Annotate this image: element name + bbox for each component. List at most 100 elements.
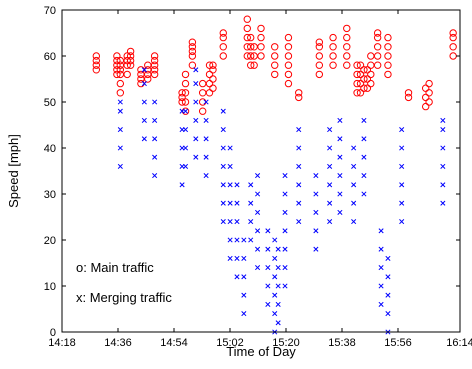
merging-traffic-point <box>193 136 199 142</box>
main-traffic-point <box>356 70 365 79</box>
main-traffic-point <box>188 47 197 56</box>
merging-traffic-point <box>385 274 391 280</box>
merging-traffic-point <box>248 237 254 243</box>
main-traffic-point <box>247 33 255 42</box>
merging-traffic-point <box>265 283 271 289</box>
merging-traffic-point <box>399 200 405 206</box>
main-traffic-point <box>363 84 372 92</box>
merging-traffic-point <box>248 182 254 188</box>
main-traffic-point <box>209 84 217 92</box>
main-traffic-point <box>271 61 279 69</box>
merging-traffic-point <box>385 255 391 261</box>
merging-traffic-point <box>327 163 333 169</box>
x-tick-label: 16:14 <box>446 337 472 349</box>
main-traffic-point <box>126 47 135 56</box>
merging-traffic-point <box>152 99 158 105</box>
main-traffic-point <box>116 89 125 97</box>
main-traffic-point <box>353 70 361 79</box>
merging-traffic-point <box>182 163 189 169</box>
main-traffic-point <box>384 33 392 42</box>
merging-traffic-point <box>440 117 446 123</box>
merging-traffic-point <box>117 108 123 114</box>
main-traffic-point <box>425 89 433 97</box>
y-axis-label: Speed [mph] <box>6 134 21 208</box>
y-tick-label: 70 <box>44 5 56 17</box>
main-traffic-point <box>188 61 197 69</box>
merging-traffic-point <box>378 228 384 234</box>
merging-traffic-point <box>378 283 384 289</box>
main-traffic-point <box>315 61 324 69</box>
merging-traffic-point <box>313 246 319 252</box>
merging-traffic-point <box>361 154 367 160</box>
main-traffic-point <box>425 79 433 88</box>
merging-traffic-point <box>361 117 367 123</box>
merging-traffic-point <box>241 274 247 280</box>
main-traffic-point <box>373 43 382 51</box>
main-traffic-point <box>284 33 293 42</box>
merging-traffic-point <box>220 200 226 206</box>
merging-traffic-point <box>327 182 333 188</box>
main-traffic-point <box>449 29 457 37</box>
main-traffic-point <box>257 43 265 51</box>
merging-traffic-point <box>337 173 343 179</box>
merging-traffic-point <box>255 228 261 234</box>
merging-traffic-point <box>265 301 271 307</box>
merging-traffic-point <box>385 311 391 317</box>
x-tick-label: 15:02 <box>216 337 244 349</box>
main-traffic-point <box>329 33 337 42</box>
merging-traffic-point <box>141 117 147 123</box>
main-traffic-point <box>353 79 361 88</box>
main-traffic-point <box>257 24 265 33</box>
main-traffic-point <box>243 24 251 33</box>
main-traffic-point <box>123 70 131 79</box>
merging-traffic-point <box>327 200 333 206</box>
merging-traffic-point <box>337 154 343 160</box>
data-points <box>92 15 457 335</box>
main-traffic-point <box>243 15 251 23</box>
main-traffic-point <box>356 89 365 97</box>
main-traffic-point <box>219 52 227 60</box>
merging-traffic-point <box>234 182 240 188</box>
main-traffic-point <box>205 70 214 79</box>
main-traffic-point <box>123 61 131 69</box>
y-tick-label: 40 <box>44 143 56 155</box>
merging-traffic-point <box>193 81 199 87</box>
merging-traffic-point <box>272 292 278 298</box>
merging-traffic-point <box>203 173 209 179</box>
main-traffic-point <box>92 52 101 60</box>
main-traffic-point <box>247 61 255 69</box>
merging-traffic-point <box>296 182 302 188</box>
main-traffic-point <box>113 61 121 69</box>
main-traffic-point <box>181 70 190 79</box>
main-traffic-point <box>271 70 279 79</box>
merging-traffic-point <box>282 191 288 197</box>
main-traffic-point <box>92 56 101 65</box>
main-traffic-point <box>329 43 337 51</box>
merging-traffic-point <box>179 182 185 188</box>
merging-traffic-point <box>337 117 343 123</box>
main-traffic-point <box>123 56 131 65</box>
merging-traffic-point <box>296 200 302 206</box>
main-traffic-point <box>373 52 382 60</box>
merging-traffic-point <box>399 145 405 151</box>
main-traffic-point <box>384 70 392 79</box>
main-traffic-point <box>243 33 251 42</box>
merging-traffic-point <box>440 145 446 151</box>
main-traffic-point <box>284 61 293 69</box>
main-traffic-point <box>315 43 324 51</box>
merging-traffic-point <box>399 163 405 169</box>
merging-traffic-point <box>193 117 199 123</box>
merging-traffic-point <box>152 173 158 179</box>
plot-frame <box>61 9 461 333</box>
main-traffic-point <box>360 66 368 74</box>
merging-traffic-point <box>378 301 384 307</box>
main-traffic-point <box>137 66 145 74</box>
main-traffic-point <box>205 61 214 69</box>
merging-traffic-point <box>182 108 189 114</box>
merging-traffic-point <box>351 219 357 225</box>
main-traffic-point <box>123 52 131 60</box>
main-traffic-point <box>384 43 392 51</box>
main-traffic-point <box>271 43 279 51</box>
merging-traffic-point <box>241 311 247 317</box>
